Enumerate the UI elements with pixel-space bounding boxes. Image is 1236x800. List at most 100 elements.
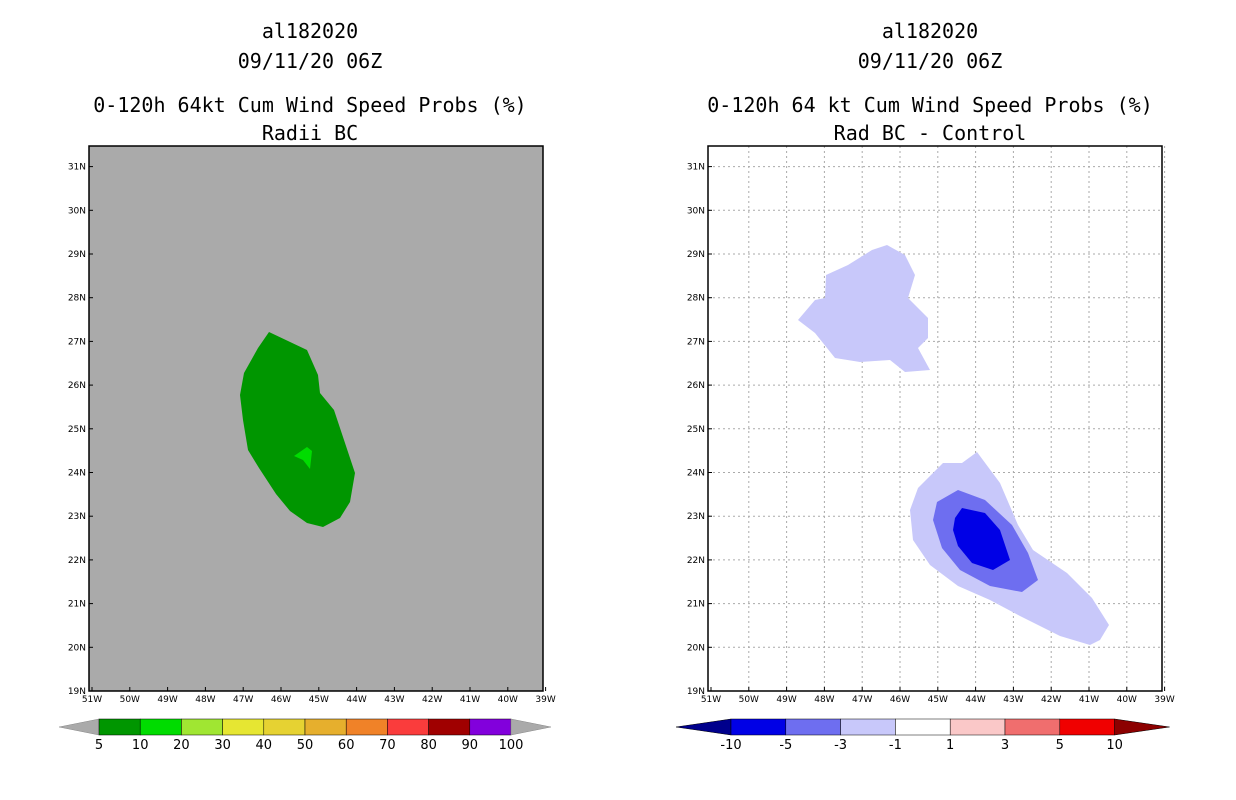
lat-tick-label: 28N (687, 294, 705, 304)
colorbar-label: 3 (1001, 738, 1009, 753)
lon-tick-label: 40W (498, 695, 518, 705)
left-map: 51W 50W 49W 48W 47W 46W 45W 44W 43W 42W 41W 40W 39W 1… (68, 145, 556, 705)
colorbar-arrow-right (510, 718, 552, 736)
lon-tick-label: 44W (346, 695, 366, 705)
product-title: 0-120h 64kt Cum Wind Speed Probs (%) (93, 93, 527, 117)
right-map-grid (708, 146, 1166, 691)
lat-tick-label: 24N (68, 469, 86, 479)
prob-contour-10 (294, 447, 312, 469)
lat-tick-label: 23N (687, 512, 705, 522)
colorbar-swatch (222, 718, 265, 736)
colorbar-label: 80 (420, 738, 437, 753)
lat-tick-label: 20N (68, 643, 86, 653)
datetime: 09/11/20 06Z (857, 49, 1003, 73)
lon-tick-label: 42W (422, 695, 442, 705)
colorbar-label: 10 (132, 738, 149, 753)
lat-tick-label: 24N (687, 469, 705, 479)
lon-tick-label: 43W (384, 695, 404, 705)
colorbar-swatch (304, 718, 347, 736)
right-map: 51W 50W 49W 48W 47W 46W 45W 44W 43W 42W 41W 40W 39W 1… (687, 145, 1175, 705)
lon-tick-label: 45W (928, 695, 948, 705)
colorbar-swatch (98, 718, 141, 736)
lat-tick-label: 31N (687, 163, 705, 173)
lon-tick-label: 41W (460, 695, 480, 705)
lat-tick-label: 30N (687, 206, 705, 216)
colorbar-swatch (785, 718, 841, 736)
colorbar-label: 30 (214, 738, 231, 753)
lon-tick-label: 44W (965, 695, 985, 705)
lat-tick-label: 26N (68, 381, 86, 391)
lon-tick-label: 41W (1079, 695, 1099, 705)
lat-tick-label: 30N (68, 206, 86, 216)
panel-left-title: al182020 09/11/20 06Z 0-120h 64kt Cum Wi… (40, 16, 580, 120)
lon-tick-label: 40W (1117, 695, 1137, 705)
colorbar-label: 1 (946, 738, 954, 753)
lon-tick-label: 50W (120, 695, 140, 705)
lon-tick-label: 43W (1003, 695, 1023, 705)
lat-tick-label: 25N (687, 425, 705, 435)
storm-id: al182020 (261, 19, 359, 43)
lon-tick-label: 47W (852, 695, 872, 705)
lat-tick-label: 27N (68, 337, 86, 347)
prob-contour-5 (240, 332, 355, 527)
colorbar-label: 100 (499, 738, 524, 753)
colorbar-label: 50 (297, 738, 314, 753)
colorbar-label: 5 (1056, 738, 1064, 753)
lat-tick-label: 28N (68, 294, 86, 304)
right-colorbar: -10 -5 -3 -1 1 3 5 10 (675, 718, 1170, 753)
panel-left-subtitle: Radii BC (261, 121, 359, 145)
lon-tick-label: 51W (701, 695, 721, 705)
colorbar-swatch (895, 718, 951, 736)
colorbar-arrow-right (1114, 718, 1170, 736)
colorbar-swatch (1059, 718, 1115, 736)
colorbar-swatch (840, 718, 896, 736)
lon-tick-label: 47W (233, 695, 253, 705)
colorbar-swatch (263, 718, 306, 736)
lat-tick-label: 26N (687, 381, 705, 391)
lat-tick-label: 20N (687, 643, 705, 653)
lon-tick-label: 48W (814, 695, 834, 705)
lat-tick-label: 27N (687, 337, 705, 347)
lat-tick-label: 21N (687, 600, 705, 610)
lon-tick-label: 39W (535, 695, 555, 705)
left-axis: 51W 50W 49W 48W 47W 46W 45W 44W 43W 42W 41W 40W 39W 1… (68, 163, 556, 705)
lat-tick-label: 19N (68, 687, 86, 697)
colorbar-swatch (730, 718, 787, 736)
colorbar-label: -5 (779, 738, 792, 753)
right-axis: 51W 50W 49W 48W 47W 46W 45W 44W 43W 42W 41W 40W 39W 1… (687, 163, 1175, 705)
lat-tick-label: 29N (687, 250, 705, 260)
colorbar-swatch (469, 718, 512, 736)
lat-tick-label: 25N (68, 425, 86, 435)
lon-tick-label: 45W (309, 695, 329, 705)
right-map-frame (707, 145, 1163, 692)
colorbar-label: 10 (1106, 738, 1123, 753)
lon-tick-label: 50W (739, 695, 759, 705)
colorbar-arrow-left (675, 718, 732, 736)
colorbar-swatch (345, 718, 388, 736)
lon-tick-label: 48W (195, 695, 215, 705)
lat-tick-label: 19N (687, 687, 705, 697)
colorbar-label: 90 (462, 738, 479, 753)
lat-tick-label: 22N (687, 556, 705, 566)
product-title: 0-120h 64 kt Cum Wind Speed Probs (%) (707, 93, 1153, 117)
lon-tick-label: 46W (271, 695, 291, 705)
lat-tick-label: 31N (68, 163, 86, 173)
lon-tick-label: 42W (1041, 695, 1061, 705)
colorbar-label: 20 (173, 738, 190, 753)
storm-id: al182020 (881, 19, 979, 43)
datetime: 09/11/20 06Z (237, 49, 383, 73)
panel-right-subtitle: Rad BC - Control (833, 121, 1027, 145)
colorbar-label: 70 (379, 738, 396, 753)
lon-tick-label: 39W (1154, 695, 1174, 705)
colorbar-label: 40 (256, 738, 273, 753)
lon-tick-label: 51W (82, 695, 102, 705)
left-colorbar: 5 10 20 30 40 50 60 70 80 90 100 (58, 718, 552, 753)
lat-tick-label: 23N (68, 512, 86, 522)
colorbar-label: -10 (720, 738, 741, 753)
lat-tick-label: 29N (68, 250, 86, 260)
diff-contour-minus5 (953, 508, 1010, 570)
colorbar-swatch (387, 718, 429, 736)
colorbar-swatch (428, 718, 471, 736)
lon-tick-label: 46W (890, 695, 910, 705)
